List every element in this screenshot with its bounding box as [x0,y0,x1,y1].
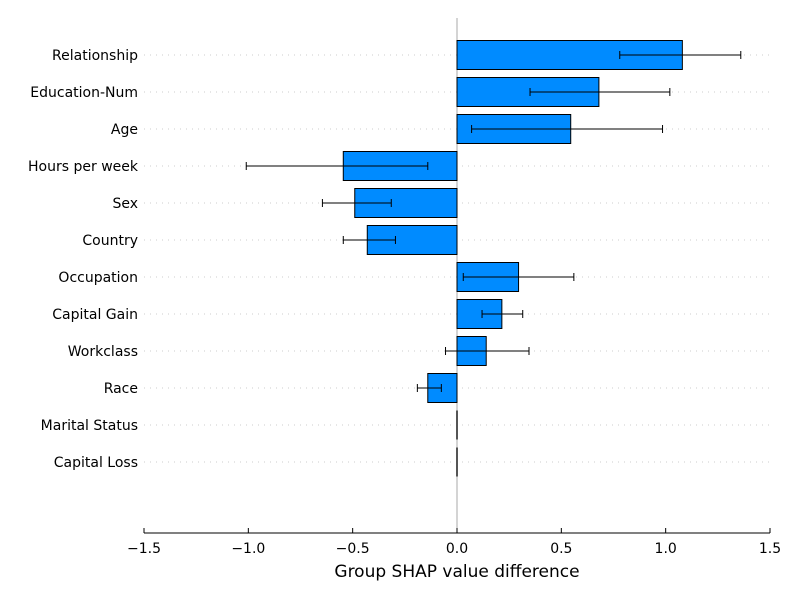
bars [342,40,683,477]
x-tick-label: 0.5 [550,541,572,557]
x-tick-label: −1.0 [231,541,265,557]
category-label: Sex [112,196,138,212]
category-label: Occupation [58,270,138,286]
category-label: Education-Num [30,85,138,101]
category-label: Marital Status [41,418,138,434]
category-label: Race [104,381,138,397]
category-label: Hours per week [28,159,139,175]
category-label: Capital Gain [52,307,138,323]
x-ticks: −1.5 −1.0 −0.5 0.0 0.5 1.0 1.5 [127,528,781,557]
category-label: Workclass [68,344,138,360]
x-tick-label: −0.5 [336,541,370,557]
x-axis-title: Group SHAP value difference [334,562,579,582]
x-tick-label: 0.0 [446,541,468,557]
x-tick-label: −1.5 [127,541,161,557]
x-tick-label: 1.0 [655,541,677,557]
category-label: Capital Loss [54,455,138,471]
x-tick-label: 1.5 [759,541,781,557]
category-label: Country [82,233,138,249]
error-bars [245,51,742,392]
category-label: Relationship [52,48,138,64]
category-labels: Relationship Education-Num Age Hours per we… [28,48,139,471]
category-label: Age [111,122,138,138]
